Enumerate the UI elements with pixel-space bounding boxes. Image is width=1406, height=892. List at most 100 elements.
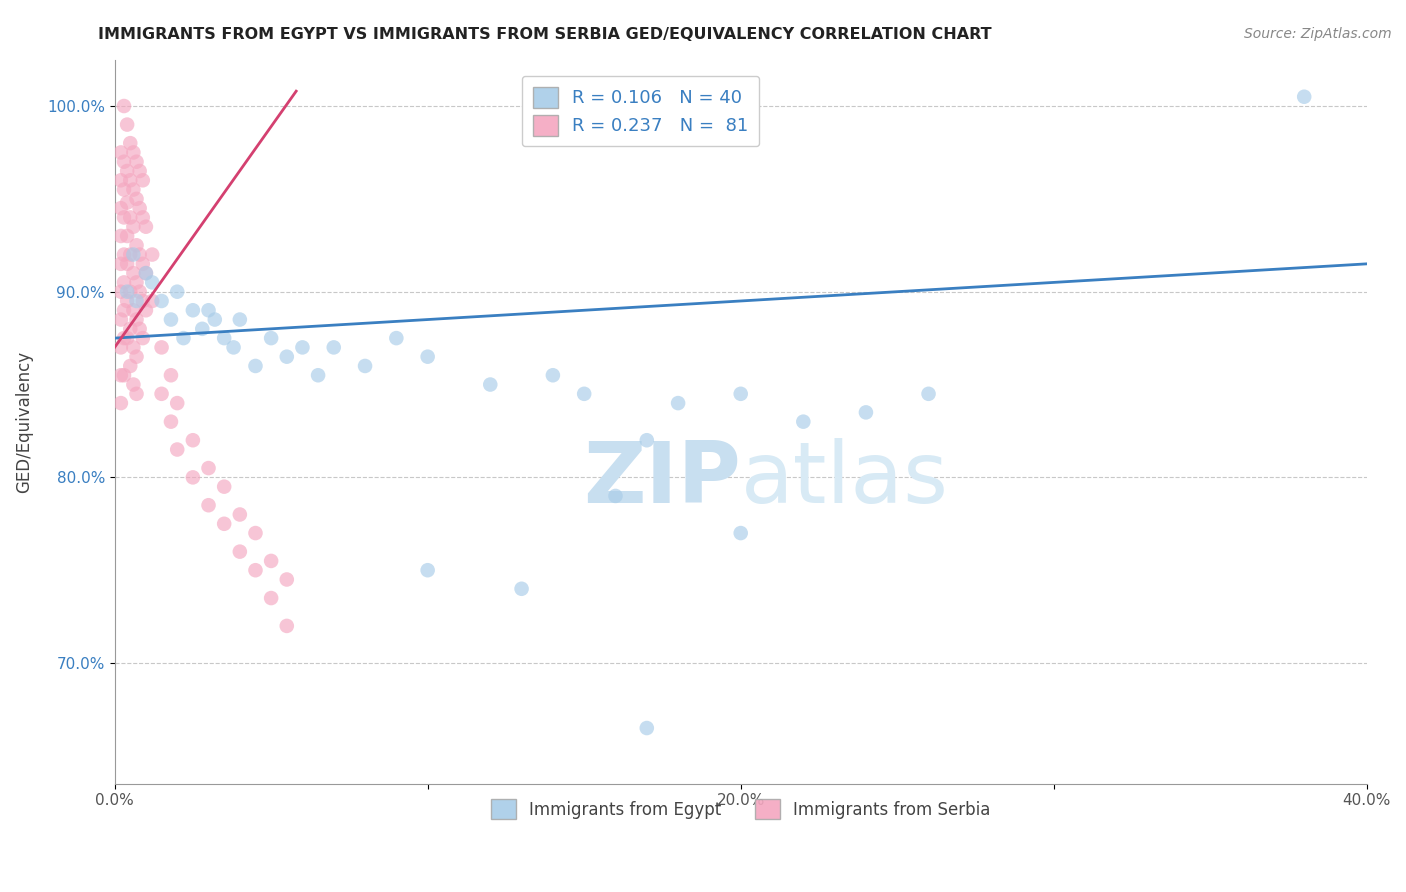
Point <box>229 312 252 326</box>
Point <box>291 340 314 354</box>
Point <box>115 293 138 308</box>
Point <box>181 303 204 318</box>
Point <box>115 229 138 244</box>
Point <box>112 303 135 318</box>
Point <box>636 721 658 735</box>
Point <box>120 247 142 261</box>
Point <box>132 173 155 187</box>
Point <box>115 285 138 299</box>
Point <box>112 99 135 113</box>
Point <box>135 266 157 280</box>
Text: ZIP: ZIP <box>583 438 741 521</box>
Point <box>132 293 155 308</box>
Point <box>730 526 752 541</box>
Point <box>917 386 939 401</box>
Point <box>128 285 150 299</box>
Point <box>120 322 142 336</box>
Point <box>110 257 132 271</box>
Point <box>115 164 138 178</box>
Point <box>245 563 267 577</box>
Point <box>181 434 204 448</box>
Point <box>181 470 204 484</box>
Point <box>128 322 150 336</box>
Point <box>322 340 344 354</box>
Point <box>132 257 155 271</box>
Point <box>122 183 145 197</box>
Point <box>141 247 163 261</box>
Point <box>128 247 150 261</box>
Point <box>141 276 163 290</box>
Point <box>112 331 135 345</box>
Y-axis label: GED/Equivalency: GED/Equivalency <box>15 351 32 492</box>
Point <box>605 489 627 503</box>
Point <box>572 386 595 401</box>
Point <box>132 211 155 225</box>
Point <box>204 312 226 326</box>
Point <box>112 247 135 261</box>
Text: IMMIGRANTS FROM EGYPT VS IMMIGRANTS FROM SERBIA GED/EQUIVALENCY CORRELATION CHAR: IMMIGRANTS FROM EGYPT VS IMMIGRANTS FROM… <box>98 27 993 42</box>
Point <box>172 331 194 345</box>
Point <box>115 331 138 345</box>
Point <box>245 359 267 373</box>
Point <box>122 377 145 392</box>
Point <box>115 257 138 271</box>
Point <box>150 293 173 308</box>
Point <box>110 368 132 383</box>
Point <box>125 192 148 206</box>
Point <box>191 322 214 336</box>
Point <box>150 340 173 354</box>
Point <box>112 183 135 197</box>
Point <box>416 563 439 577</box>
Point <box>730 386 752 401</box>
Point <box>135 303 157 318</box>
Point <box>125 293 148 308</box>
Point <box>135 266 157 280</box>
Point <box>479 377 502 392</box>
Point <box>122 145 145 160</box>
Point <box>855 405 877 419</box>
Point <box>125 386 148 401</box>
Point <box>260 331 283 345</box>
Point <box>122 340 145 354</box>
Point <box>120 285 142 299</box>
Point <box>510 582 533 596</box>
Point <box>307 368 329 383</box>
Point <box>110 229 132 244</box>
Point <box>110 173 132 187</box>
Point <box>110 285 132 299</box>
Point <box>120 359 142 373</box>
Point <box>128 164 150 178</box>
Point <box>166 396 188 410</box>
Point <box>541 368 564 383</box>
Point <box>385 331 408 345</box>
Point <box>160 312 183 326</box>
Point <box>212 516 235 531</box>
Point <box>276 350 298 364</box>
Point <box>212 480 235 494</box>
Point <box>120 173 142 187</box>
Point <box>166 442 188 457</box>
Point <box>141 293 163 308</box>
Point <box>229 508 252 522</box>
Point <box>125 312 148 326</box>
Point <box>792 415 814 429</box>
Point <box>110 201 132 215</box>
Point <box>128 201 150 215</box>
Text: atlas: atlas <box>741 438 949 521</box>
Point <box>212 331 235 345</box>
Point <box>636 434 658 448</box>
Point <box>245 526 267 541</box>
Point <box>110 145 132 160</box>
Point <box>110 396 132 410</box>
Point <box>122 247 145 261</box>
Point <box>150 386 173 401</box>
Point <box>112 276 135 290</box>
Point <box>197 498 219 512</box>
Point <box>120 136 142 150</box>
Point <box>120 211 142 225</box>
Point <box>115 195 138 210</box>
Point <box>110 312 132 326</box>
Point <box>125 350 148 364</box>
Point <box>115 118 138 132</box>
Point <box>260 554 283 568</box>
